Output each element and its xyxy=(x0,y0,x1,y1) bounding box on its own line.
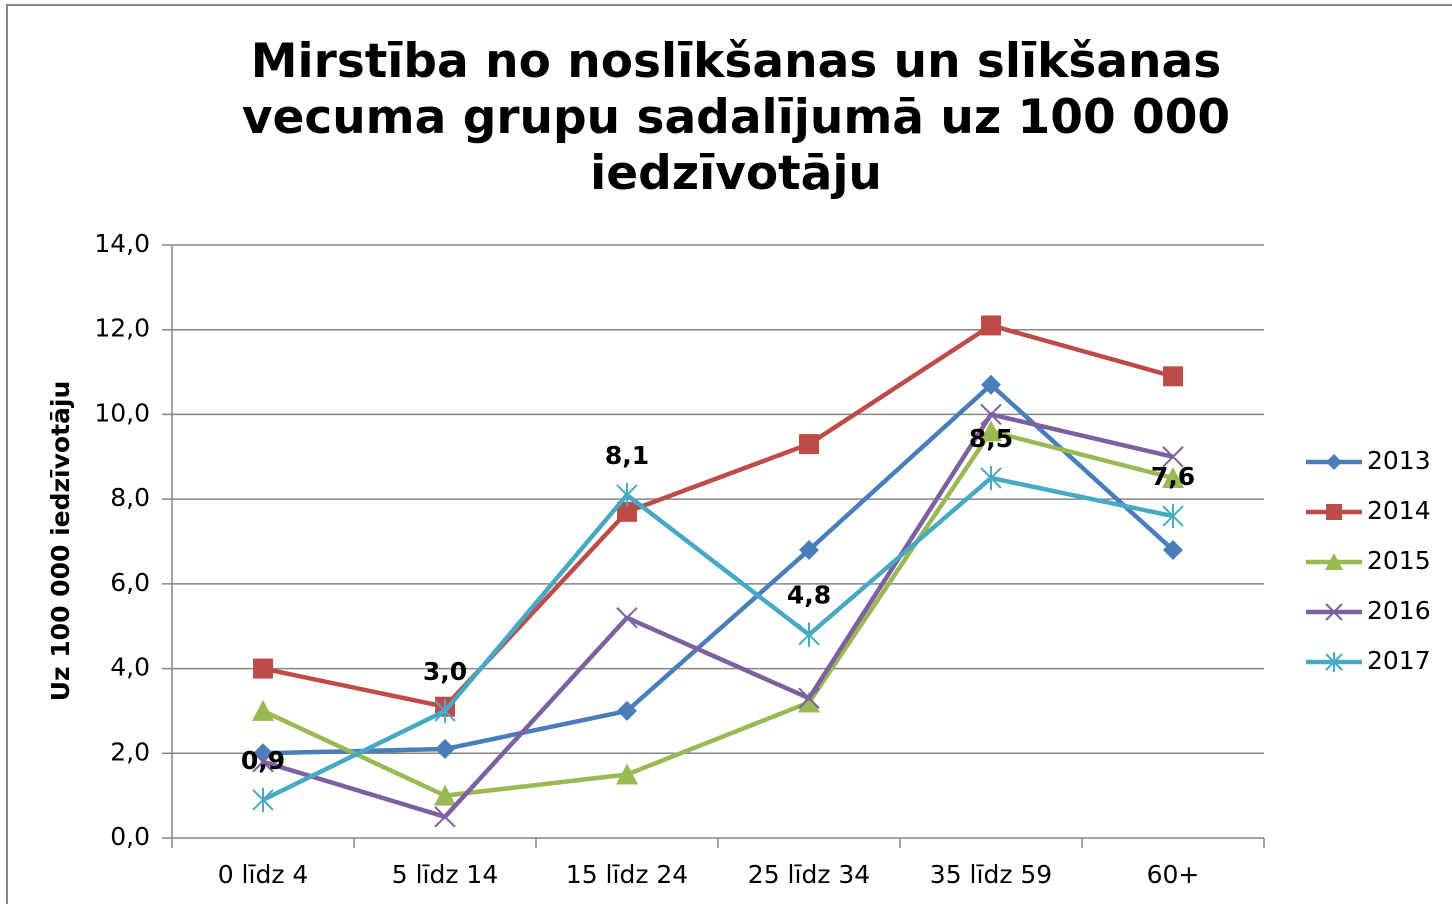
marker xyxy=(252,751,274,773)
marker xyxy=(253,658,273,679)
x-tick-label: 15 līdz 24 xyxy=(566,860,688,889)
marker xyxy=(798,687,820,709)
marker xyxy=(799,539,819,560)
data-label: 8,5 xyxy=(969,424,1013,453)
marker xyxy=(1162,466,1184,488)
marker xyxy=(1162,504,1184,529)
marker xyxy=(616,607,638,629)
series-line xyxy=(262,382,1175,756)
x-tick-label: 25 līdz 34 xyxy=(748,860,870,889)
marker xyxy=(798,691,820,713)
marker xyxy=(617,501,637,522)
marker xyxy=(434,806,456,828)
marker xyxy=(1162,446,1184,468)
marker xyxy=(1163,366,1183,387)
x-tick-label: 35 līdz 59 xyxy=(930,860,1052,889)
chart-border xyxy=(6,4,1452,904)
marker xyxy=(1326,454,1342,470)
marker xyxy=(1325,553,1343,570)
marker xyxy=(1326,504,1342,520)
legend-label: 2013 xyxy=(1367,446,1431,475)
series-line xyxy=(262,429,1174,798)
y-tick-label: 6,0 xyxy=(110,568,150,597)
marker xyxy=(617,700,637,721)
series-line xyxy=(262,475,1174,802)
y-tick-label: 8,0 xyxy=(110,483,150,512)
marker xyxy=(1325,603,1343,621)
x-tick-label: 5 līdz 14 xyxy=(392,860,499,889)
y-axis-label: Uz 100 000 iedzīvotāju xyxy=(46,381,75,702)
marker xyxy=(1163,539,1183,560)
marker xyxy=(434,784,456,806)
legend-label: 2014 xyxy=(1367,496,1431,525)
marker xyxy=(980,465,1002,490)
legend-label: 2017 xyxy=(1367,646,1431,675)
data-label: 7,6 xyxy=(1151,462,1195,491)
marker xyxy=(799,434,819,455)
series-line xyxy=(262,412,1174,820)
marker xyxy=(616,763,638,785)
marker xyxy=(1325,652,1343,672)
chart-title: Mirstība no noslīkšanas un slīkšanas vec… xyxy=(241,34,1231,201)
marker xyxy=(980,403,1002,426)
data-label: 3,0 xyxy=(423,657,467,686)
y-tick-label: 14,0 xyxy=(94,229,150,258)
y-tick-label: 2,0 xyxy=(110,737,150,766)
marker xyxy=(981,315,1001,336)
marker xyxy=(616,482,638,507)
data-label: 0,9 xyxy=(241,746,285,775)
marker xyxy=(798,622,820,647)
marker xyxy=(435,739,455,760)
marker xyxy=(252,787,274,812)
data-label: 4,8 xyxy=(787,581,831,610)
x-tick-label: 0 līdz 4 xyxy=(218,860,309,889)
marker xyxy=(434,698,456,723)
series-line xyxy=(262,323,1174,709)
y-tick-label: 4,0 xyxy=(110,653,150,682)
data-label: 8,1 xyxy=(605,441,649,470)
x-tick-label: 60+ xyxy=(1147,860,1200,889)
marker xyxy=(980,420,1002,442)
y-tick-label: 12,0 xyxy=(94,314,150,343)
legend-label: 2015 xyxy=(1367,546,1431,575)
marker xyxy=(252,699,274,721)
y-tick-label: 10,0 xyxy=(94,398,150,427)
y-tick-label: 0,0 xyxy=(110,822,150,851)
marker xyxy=(253,743,273,764)
marker xyxy=(981,374,1001,395)
legend-label: 2016 xyxy=(1367,596,1431,625)
